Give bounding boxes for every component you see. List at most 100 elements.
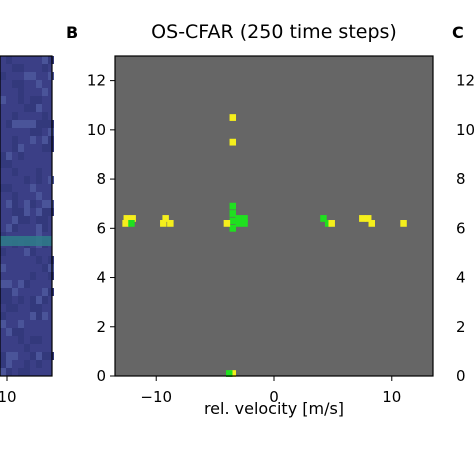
panel-a-noise-cell: [48, 256, 54, 264]
panel-a-noise-cell: [30, 296, 36, 304]
panel-a-noise-cell: [42, 352, 48, 360]
panel-a-noise-cell: [24, 200, 30, 208]
panel-a-noise-cell: [6, 120, 12, 128]
detection-cell: [229, 217, 237, 225]
panel-a-noise-cell: [36, 296, 42, 304]
y-tick-label: 12: [87, 72, 106, 90]
panel-a-noise-cell: [48, 288, 54, 296]
panel-a-noise-cell: [48, 120, 54, 128]
panel-a-noise-cell: [42, 264, 48, 272]
panel-a-noise-cell: [36, 176, 42, 184]
panel-a-noise-cell: [24, 360, 30, 368]
panel-a-noise-cell: [48, 128, 54, 136]
panel-a-noise-cell: [12, 144, 18, 152]
y-tick-label: 0: [96, 367, 106, 385]
panel-a-noise-cell: [12, 224, 18, 232]
panel-a-noise-cell: [30, 104, 36, 112]
panel-a-noise-cell: [12, 112, 18, 120]
panel-a-noise-cell: [24, 280, 30, 288]
panel-a-noise-cell: [48, 200, 54, 208]
panel-a-noise-cell: [30, 352, 36, 360]
panel-a-noise-cell: [18, 80, 24, 88]
detection-cell: [229, 210, 237, 217]
panel-a-noise-cell: [24, 216, 30, 224]
panel-b-x-axis: −10 0 10: [140, 376, 401, 406]
panel-a-noise-cell: [0, 296, 6, 304]
panel-c-y-tick-label: 4: [456, 269, 466, 287]
panel-a-noise-cell: [18, 144, 24, 152]
panel-b-x-axis-label: rel. velocity [m/s]: [204, 399, 344, 418]
panel-a-noise-cell: [6, 288, 12, 296]
panel-a-noise-cell: [48, 144, 54, 152]
panel-a-noise-cell: [6, 296, 12, 304]
panel-a-noise-cell: [6, 200, 12, 208]
x-tick-label: 10: [382, 388, 401, 406]
panel-a-noise-cell: [6, 352, 12, 360]
panel-a-noise-cell: [6, 328, 12, 336]
panel-a-noise-cell: [36, 304, 42, 312]
detection-cell: [229, 202, 237, 210]
detection-cell: [400, 220, 407, 227]
panel-a-noise-cell: [42, 296, 48, 304]
panel-a-noise-cell: [6, 360, 12, 368]
panel-a-noise-cell: [42, 136, 48, 144]
y-tick-label: 2: [96, 318, 106, 336]
panel-a-noise-cell: [18, 320, 24, 328]
panel-a-noise-cell: [30, 312, 36, 320]
panel-a-noise-cell: [0, 264, 6, 272]
panel-b-title: OS-CFAR (250 time steps): [151, 21, 397, 43]
panel-a-noise-cell: [24, 176, 30, 184]
panel-a-noise-cell: [18, 368, 24, 376]
panel-a-noise-cell: [0, 96, 6, 104]
panel-a-noise-cell: [30, 248, 36, 256]
y-tick-label: 10: [87, 121, 106, 139]
panel-c-y-tick-label: 6: [456, 219, 466, 237]
panel-a-noise-cell: [42, 56, 48, 64]
panel-c-letter: C: [452, 23, 464, 42]
panel-a-noise-cell: [30, 96, 36, 104]
panel-a-noise-cell: [18, 88, 24, 96]
detection-cell: [129, 215, 136, 222]
panel-a-noise-cell: [12, 168, 18, 176]
panel-a-noise-cell: [0, 320, 6, 328]
panel-a-noise-cell: [36, 104, 42, 112]
panel-a-noise-cell: [6, 160, 12, 168]
panel-a-noise-cell: [12, 120, 18, 128]
panel-a-noise-cell: [12, 80, 18, 88]
panel-a-noise-cell: [0, 368, 6, 376]
y-tick-label: 4: [96, 269, 106, 287]
panel-a-noise-cell: [24, 72, 30, 80]
panel-a-noise-cell: [42, 288, 48, 296]
x-tick-label: 0: [269, 388, 279, 406]
panel-a-noise-cell: [36, 312, 42, 320]
detection-cell: [229, 370, 237, 377]
x-tick-label: −10: [140, 388, 172, 406]
panel-a-noise-cell: [36, 360, 42, 368]
panel-a-noise-cell: [48, 136, 54, 144]
panel-a-noise-cell: [24, 248, 30, 256]
panel-a-noise-cell: [30, 304, 36, 312]
panel-a-noise-cell: [42, 64, 48, 72]
detection-cell: [167, 220, 174, 227]
panel-a-noise-cell: [30, 184, 36, 192]
panel-c-y-tick-label: 8: [456, 170, 466, 188]
y-tick-label: 8: [96, 170, 106, 188]
panel-a-noise-cell: [12, 192, 18, 200]
panel-a-noise-cell: [36, 336, 42, 344]
panel-a-noise-cell: [6, 368, 12, 376]
panel-a-noise-cell: [24, 120, 30, 128]
panel-a-noise-cell: [42, 208, 48, 216]
panel-a-noise: [0, 56, 54, 376]
panel-b-y-axis: 0 2 4 6 8 10 12: [87, 72, 115, 385]
panel-a-noise-cell: [12, 288, 18, 296]
panel-a-noise-cell: [18, 208, 24, 216]
panel-a-noise-cell: [18, 120, 24, 128]
detection-cell: [122, 220, 129, 227]
detection-cell: [241, 220, 248, 227]
panel-a-noise-cell: [36, 208, 42, 216]
panel-a-noise-cell: [30, 272, 36, 280]
panel-a-noise-cell: [30, 120, 36, 128]
panel-a-band: [0, 236, 52, 246]
panel-a-noise-cell: [30, 200, 36, 208]
